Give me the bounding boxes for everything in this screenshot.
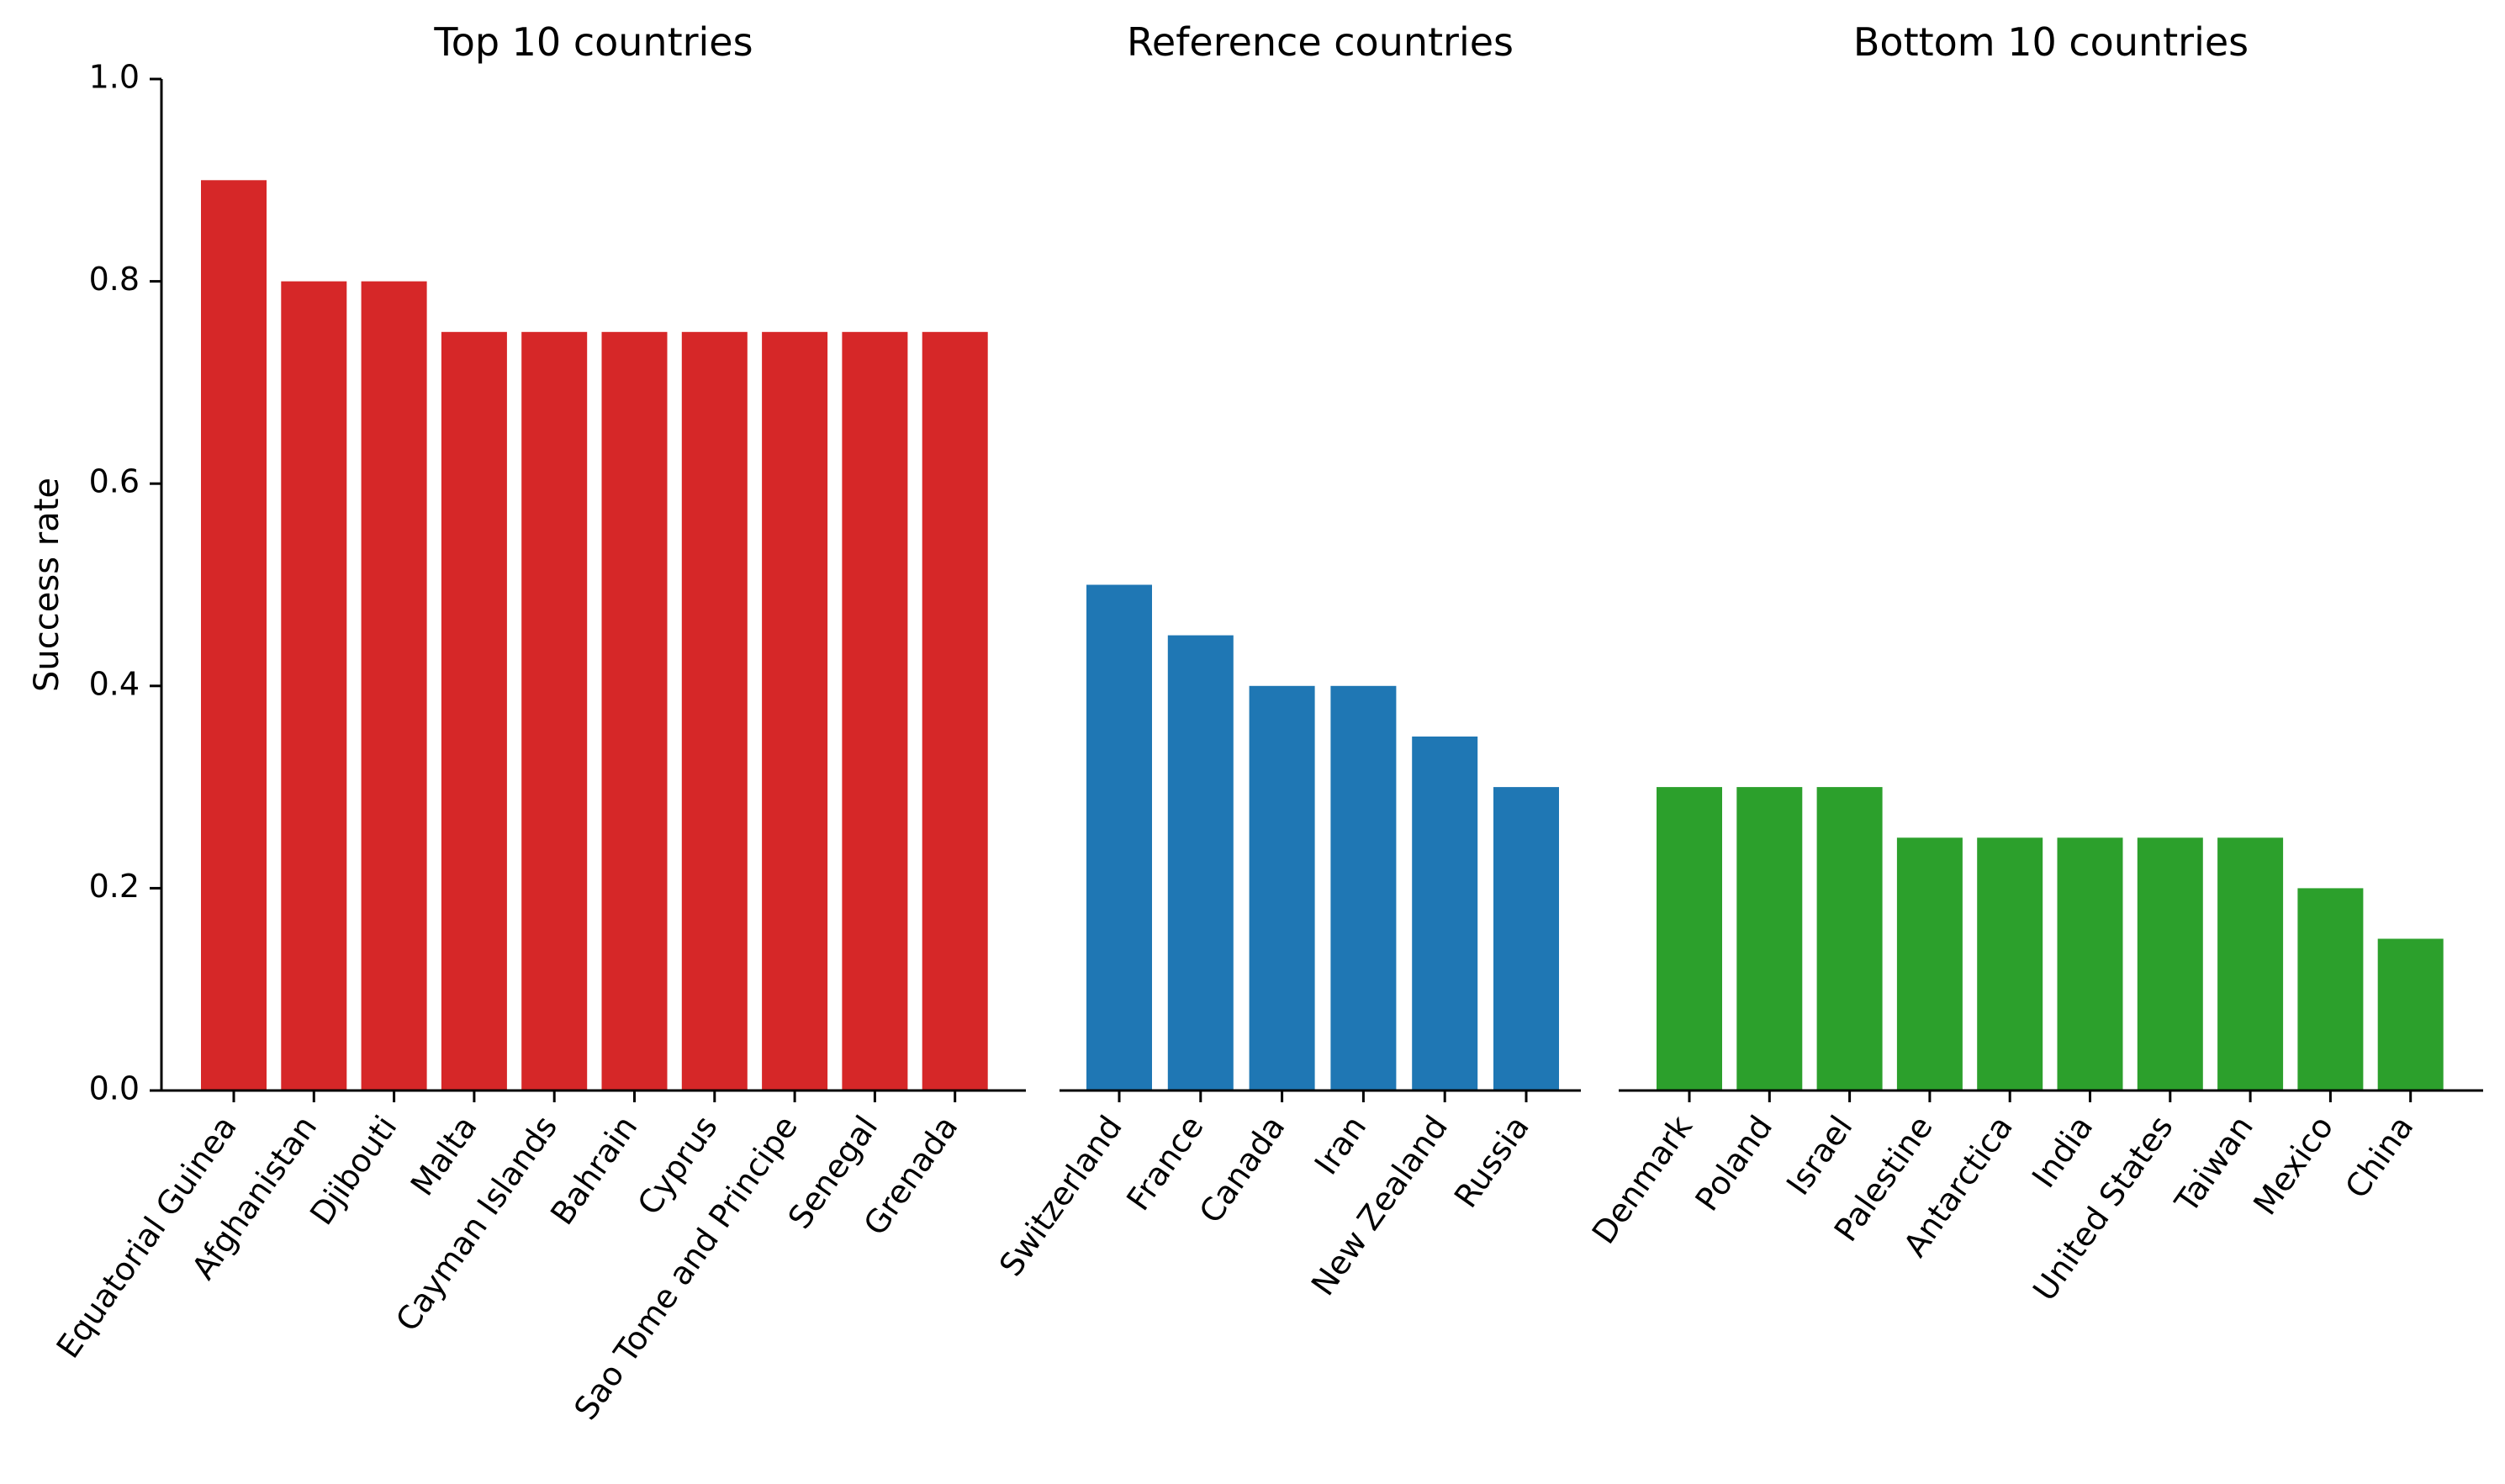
bar-senegal [842, 331, 908, 1091]
y-tick-label: 0.0 [89, 1070, 140, 1107]
bar-taiwan [2217, 837, 2284, 1091]
y-tick-label: 1.0 [89, 59, 140, 96]
bar-israel [1816, 787, 1883, 1091]
y-tick-label: 0.8 [89, 261, 140, 298]
bar-djibouti [361, 281, 427, 1091]
bar-switzerland [1086, 584, 1152, 1091]
bar-grenada [922, 331, 988, 1091]
bar-denmark [1657, 787, 1722, 1091]
bar-equatorial-guinea [201, 180, 267, 1091]
bar-india [2057, 837, 2123, 1091]
panel-title: Reference countries [1127, 19, 1514, 65]
bar-cyprus [681, 331, 748, 1091]
bar-afghanistan [281, 281, 347, 1091]
bar-cayman-islands [521, 331, 588, 1091]
y-axis-label: Success rate [28, 478, 66, 692]
bar-mexico [2297, 888, 2364, 1091]
panel-title: Top 10 countries [433, 19, 753, 65]
bar-antarctica [1977, 837, 2043, 1091]
bar-sao-tome-and-principe [762, 331, 828, 1091]
bar-iran [1330, 685, 1397, 1091]
panel-title: Bottom 10 countries [1853, 19, 2249, 65]
bar-bahrain [601, 331, 668, 1091]
bar-canada [1249, 685, 1315, 1091]
bar-france [1167, 635, 1234, 1091]
y-tick-label: 0.4 [89, 665, 140, 702]
bar-china [2377, 938, 2444, 1091]
bar-new-zealand [1412, 737, 1478, 1091]
bar-malta [441, 331, 507, 1091]
bar-palestine [1896, 837, 1963, 1091]
bar-russia [1493, 787, 1559, 1091]
y-tick-label: 0.6 [89, 463, 140, 500]
bar-poland [1736, 787, 1803, 1091]
y-tick-label: 0.2 [89, 868, 140, 905]
bar-united-states [2137, 837, 2203, 1091]
